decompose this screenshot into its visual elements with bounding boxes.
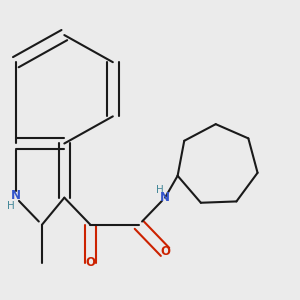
Text: N: N	[160, 191, 170, 204]
Text: O: O	[85, 256, 95, 269]
Text: H: H	[7, 201, 15, 211]
Text: N: N	[11, 189, 21, 202]
Text: H: H	[157, 184, 164, 194]
Text: O: O	[160, 245, 170, 258]
